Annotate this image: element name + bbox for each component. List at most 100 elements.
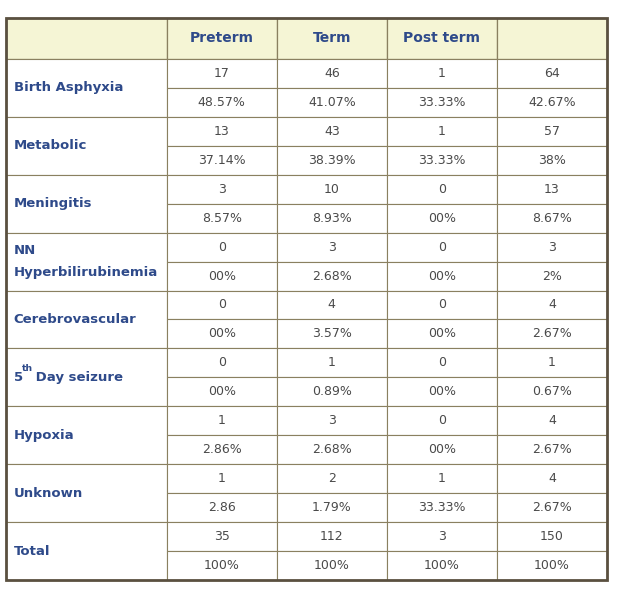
Text: 2.67%: 2.67% [532, 443, 572, 456]
Bar [6, 291, 167, 349]
Text: Term: Term [313, 31, 351, 45]
Text: Day seizure: Day seizure [31, 371, 123, 384]
Text: 0.89%: 0.89% [312, 385, 352, 398]
Text: 13: 13 [214, 125, 230, 138]
Text: Hyperbilirubinemia: Hyperbilirubinemia [14, 266, 158, 279]
Bar [6, 406, 167, 464]
Text: 100%: 100% [204, 559, 240, 572]
Bar [497, 378, 607, 406]
Text: 2%: 2% [542, 269, 562, 282]
Text: 00%: 00% [428, 385, 456, 398]
Text: 3: 3 [438, 530, 446, 543]
Bar [497, 320, 607, 349]
Bar [167, 88, 277, 117]
Bar [6, 175, 167, 233]
Bar [6, 233, 167, 291]
Bar [167, 378, 277, 406]
Bar [277, 233, 387, 262]
Text: 48.57%: 48.57% [198, 96, 246, 109]
Text: 8.93%: 8.93% [312, 211, 352, 224]
Bar [387, 522, 497, 551]
Text: 33.33%: 33.33% [418, 96, 465, 109]
Bar [277, 493, 387, 522]
Text: 1: 1 [548, 356, 556, 369]
Bar [497, 88, 607, 117]
Text: 3: 3 [218, 183, 226, 195]
Text: 17: 17 [214, 67, 230, 80]
Text: 5: 5 [14, 371, 23, 384]
Text: Unknown: Unknown [14, 487, 83, 500]
Bar [277, 522, 387, 551]
Text: 00%: 00% [208, 327, 236, 340]
Bar [497, 262, 607, 291]
Text: 2.67%: 2.67% [532, 327, 572, 340]
Text: 3: 3 [328, 240, 336, 253]
Bar [167, 320, 277, 349]
Bar [387, 117, 497, 146]
Text: 35: 35 [214, 530, 230, 543]
Text: NN: NN [14, 244, 36, 257]
Bar [387, 233, 497, 262]
Text: 8.67%: 8.67% [532, 211, 572, 224]
Text: 33.33%: 33.33% [418, 154, 465, 167]
Bar [497, 175, 607, 204]
Bar [167, 464, 277, 493]
Text: Cerebrovascular: Cerebrovascular [14, 313, 136, 326]
Bar [167, 291, 277, 320]
Text: 2.68%: 2.68% [312, 443, 352, 456]
Text: 42.67%: 42.67% [528, 96, 576, 109]
Bar [387, 262, 497, 291]
Bar [387, 291, 497, 320]
Text: 00%: 00% [428, 269, 456, 282]
Text: 00%: 00% [208, 269, 236, 282]
Bar [167, 18, 277, 59]
Text: 1: 1 [438, 67, 446, 80]
Bar [497, 204, 607, 233]
Text: 37.14%: 37.14% [198, 154, 245, 167]
Bar [167, 522, 277, 551]
Text: 0: 0 [438, 356, 446, 369]
Bar [387, 204, 497, 233]
Bar [167, 262, 277, 291]
Bar [497, 59, 607, 88]
Bar [387, 175, 497, 204]
Text: Total: Total [14, 545, 50, 558]
Text: 0: 0 [218, 356, 226, 369]
Bar [277, 349, 387, 378]
Text: 33.33%: 33.33% [418, 501, 465, 514]
Text: 1.79%: 1.79% [312, 501, 352, 514]
Bar [167, 146, 277, 175]
Bar [277, 175, 387, 204]
Text: 2.86%: 2.86% [202, 443, 242, 456]
Text: 0: 0 [438, 240, 446, 253]
Text: 3: 3 [548, 240, 556, 253]
Text: 1: 1 [218, 414, 226, 427]
Text: 0: 0 [218, 240, 226, 253]
Bar [6, 117, 167, 175]
Text: 0: 0 [438, 183, 446, 195]
Bar [167, 493, 277, 522]
Text: 3: 3 [328, 414, 336, 427]
Text: 4: 4 [548, 414, 556, 427]
Bar [277, 204, 387, 233]
Text: 0.67%: 0.67% [532, 385, 572, 398]
Text: 64: 64 [544, 67, 560, 80]
Text: Hypoxia: Hypoxia [14, 429, 74, 442]
Bar [277, 117, 387, 146]
Bar [387, 349, 497, 378]
Text: 38%: 38% [538, 154, 566, 167]
Bar [6, 522, 167, 580]
Bar [277, 262, 387, 291]
Text: Birth Asphyxia: Birth Asphyxia [14, 81, 123, 94]
Text: 0: 0 [438, 414, 446, 427]
Text: Post term: Post term [403, 31, 481, 45]
Text: 100%: 100% [534, 559, 570, 572]
Bar [277, 464, 387, 493]
Bar [277, 59, 387, 88]
Text: 2.86: 2.86 [208, 501, 236, 514]
Text: 38.39%: 38.39% [308, 154, 355, 167]
Bar [277, 18, 387, 59]
Bar [277, 435, 387, 464]
Bar [387, 320, 497, 349]
Text: 4: 4 [548, 298, 556, 311]
